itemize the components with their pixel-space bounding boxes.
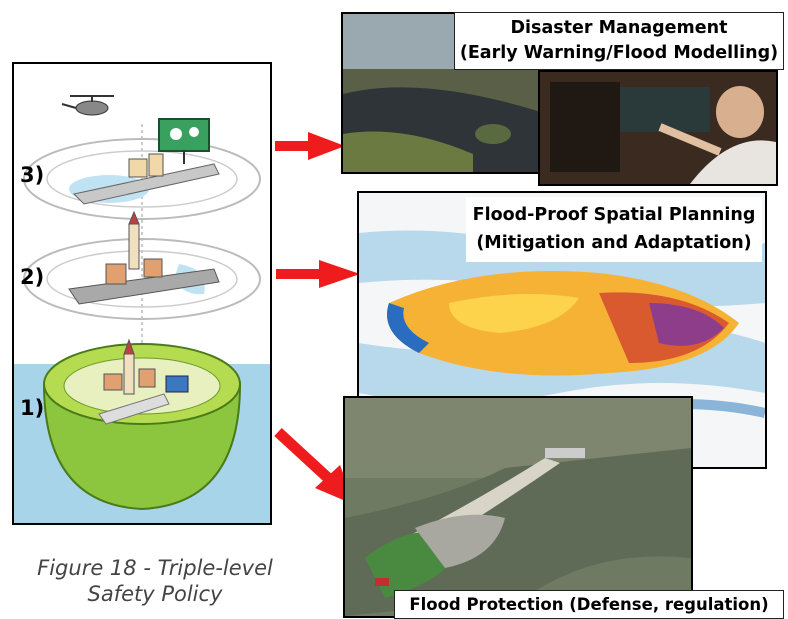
planning-title-box: Flood-Proof Spatial Planning (Mitigation… xyxy=(466,197,762,262)
caption-line-1: Figure 18 - Triple-level xyxy=(37,556,273,580)
helicopter-icon xyxy=(61,95,114,116)
church-tower-icon xyxy=(128,223,140,270)
level-3-drawing xyxy=(23,118,261,220)
disaster-title-box: Disaster Management (Early Warning/Flood… xyxy=(454,12,784,70)
disaster-title-line-1: Disaster Management xyxy=(510,18,728,38)
arrow-to-disaster xyxy=(275,132,345,160)
disaster-title-line-2: (Early Warning/Flood Modelling) xyxy=(459,43,779,63)
triple-level-illustration xyxy=(12,62,272,525)
level-1-label: 1) xyxy=(20,396,45,420)
caption-line-2: Safety Policy xyxy=(87,582,223,606)
warning-screen-icon xyxy=(158,118,210,152)
protection-photo xyxy=(343,396,693,618)
level-2-label: 2) xyxy=(20,265,45,289)
protection-title: Flood Protection (Defense, regulation) xyxy=(409,595,769,614)
disaster-photo-right xyxy=(538,70,778,186)
level-1-dike-ring xyxy=(42,338,242,511)
planning-title-line-2: (Mitigation and Adaptation) xyxy=(476,233,752,253)
level-3-label: 3) xyxy=(20,163,45,187)
planning-title-line-1: Flood-Proof Spatial Planning xyxy=(472,205,756,225)
protection-title-box: Flood Protection (Defense, regulation) xyxy=(394,590,784,619)
level-2-drawing xyxy=(23,210,261,320)
figure-caption: Figure 18 - Triple-level Safety Policy xyxy=(20,555,290,607)
arrow-to-planning xyxy=(276,260,360,288)
safety-levels-drawing xyxy=(14,95,270,523)
